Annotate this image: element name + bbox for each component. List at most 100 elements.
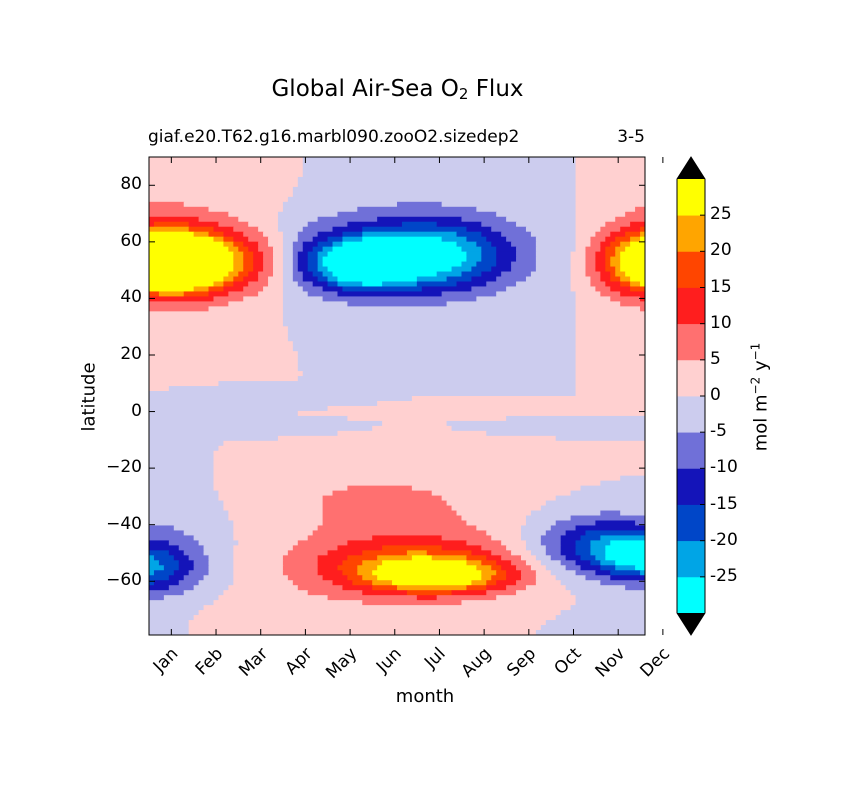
field-cell: [193, 231, 210, 238]
field-cell: [481, 545, 507, 551]
colorbar-extend-min: [677, 613, 705, 635]
field-cell: [491, 266, 512, 273]
field-cell: [297, 361, 577, 367]
field-cell: [238, 216, 279, 223]
field-cell: [436, 595, 497, 601]
field-cell: [521, 570, 537, 576]
field-cell: [600, 241, 611, 248]
field-cell: [615, 236, 631, 243]
field-cell: [496, 261, 512, 268]
field-cell: [575, 371, 645, 377]
field-cell: [441, 495, 557, 502]
field-cell: [585, 246, 601, 253]
field-cell: [337, 211, 497, 218]
field-cell: [575, 206, 636, 213]
field-cell: [173, 525, 234, 532]
field-cell: [233, 266, 244, 273]
field-cell: [476, 261, 497, 268]
field-cell: [149, 440, 224, 447]
field-cell: [258, 276, 269, 283]
field-cell: [258, 246, 274, 253]
field-cell: [575, 166, 645, 173]
field-cell: [461, 246, 482, 253]
field-cell: [168, 540, 200, 546]
field-cell: [282, 201, 398, 208]
colorbar-tick-label: -10: [710, 457, 738, 478]
field-cell: [218, 221, 249, 228]
field-cell: [198, 540, 239, 546]
field-cell: [446, 420, 645, 427]
field-cell: [555, 575, 587, 581]
field-cell: [233, 251, 244, 258]
field-cell: [535, 580, 562, 586]
field-cell: [149, 231, 195, 238]
colorbar-tick-label: -25: [710, 565, 738, 586]
field-cell: [282, 570, 319, 576]
field-cell: [178, 560, 195, 566]
field-cell: [312, 236, 329, 243]
field-cell: [575, 316, 645, 322]
field-cell: [501, 231, 532, 238]
field-cell: [525, 560, 542, 566]
field-cell: [307, 256, 319, 263]
field-cell: [610, 286, 631, 293]
field-cell: [416, 276, 448, 283]
field-cell: [149, 286, 195, 293]
field-cell: [208, 291, 229, 298]
field-cell: [322, 256, 468, 263]
field-cell: [243, 296, 284, 302]
x-axis-label: month: [395, 686, 455, 707]
field-cell: [188, 570, 210, 576]
field-cell: [461, 600, 577, 606]
field-cell: [243, 231, 264, 238]
field-cell: [610, 575, 645, 581]
field-cell: [486, 580, 497, 586]
field-cell: [555, 435, 645, 442]
field-cell: [297, 261, 309, 268]
field-cell: [149, 420, 383, 427]
field-cell: [149, 605, 205, 611]
field-cell: [149, 405, 329, 412]
field-cell: [535, 261, 572, 268]
field-cell: [282, 271, 294, 278]
field-cell: [153, 555, 175, 561]
field-cell: [337, 545, 383, 551]
field-cell: [530, 565, 547, 571]
field-cell: [317, 231, 344, 238]
field-cell: [486, 555, 502, 561]
field-cell: [590, 550, 606, 556]
field-cell: [292, 580, 334, 586]
field-cell: [307, 261, 319, 268]
field-cell: [223, 286, 244, 293]
field-cell: [149, 381, 220, 387]
plot-border: [148, 156, 646, 636]
field-cell: [605, 555, 645, 561]
field-cell: [635, 565, 645, 571]
field-cell: [342, 236, 363, 243]
field-cell: [491, 575, 507, 581]
field-cell: [213, 281, 224, 288]
field-cell: [446, 301, 577, 307]
field-cell: [149, 316, 284, 322]
field-cell: [297, 251, 309, 258]
field-cell: [233, 530, 314, 537]
field-cell: [491, 565, 502, 571]
field-cell: [575, 196, 645, 203]
field-cell: [149, 256, 234, 263]
field-cell: [610, 276, 621, 283]
colorbar: [676, 156, 706, 636]
field-cell: [585, 261, 596, 268]
field-cell: [347, 221, 403, 228]
y-tick-label: −20: [106, 457, 142, 478]
field-cell: [481, 560, 497, 566]
field-cell: [595, 555, 606, 561]
field-cell: [173, 570, 190, 576]
field-cell: [461, 271, 482, 278]
field-cell: [540, 560, 562, 566]
field-cell: [466, 256, 482, 263]
field-cell: [377, 575, 482, 581]
field-cell: [575, 600, 645, 606]
field-cell: [233, 580, 294, 586]
field-cell: [352, 580, 373, 586]
field-cell: [525, 226, 577, 233]
